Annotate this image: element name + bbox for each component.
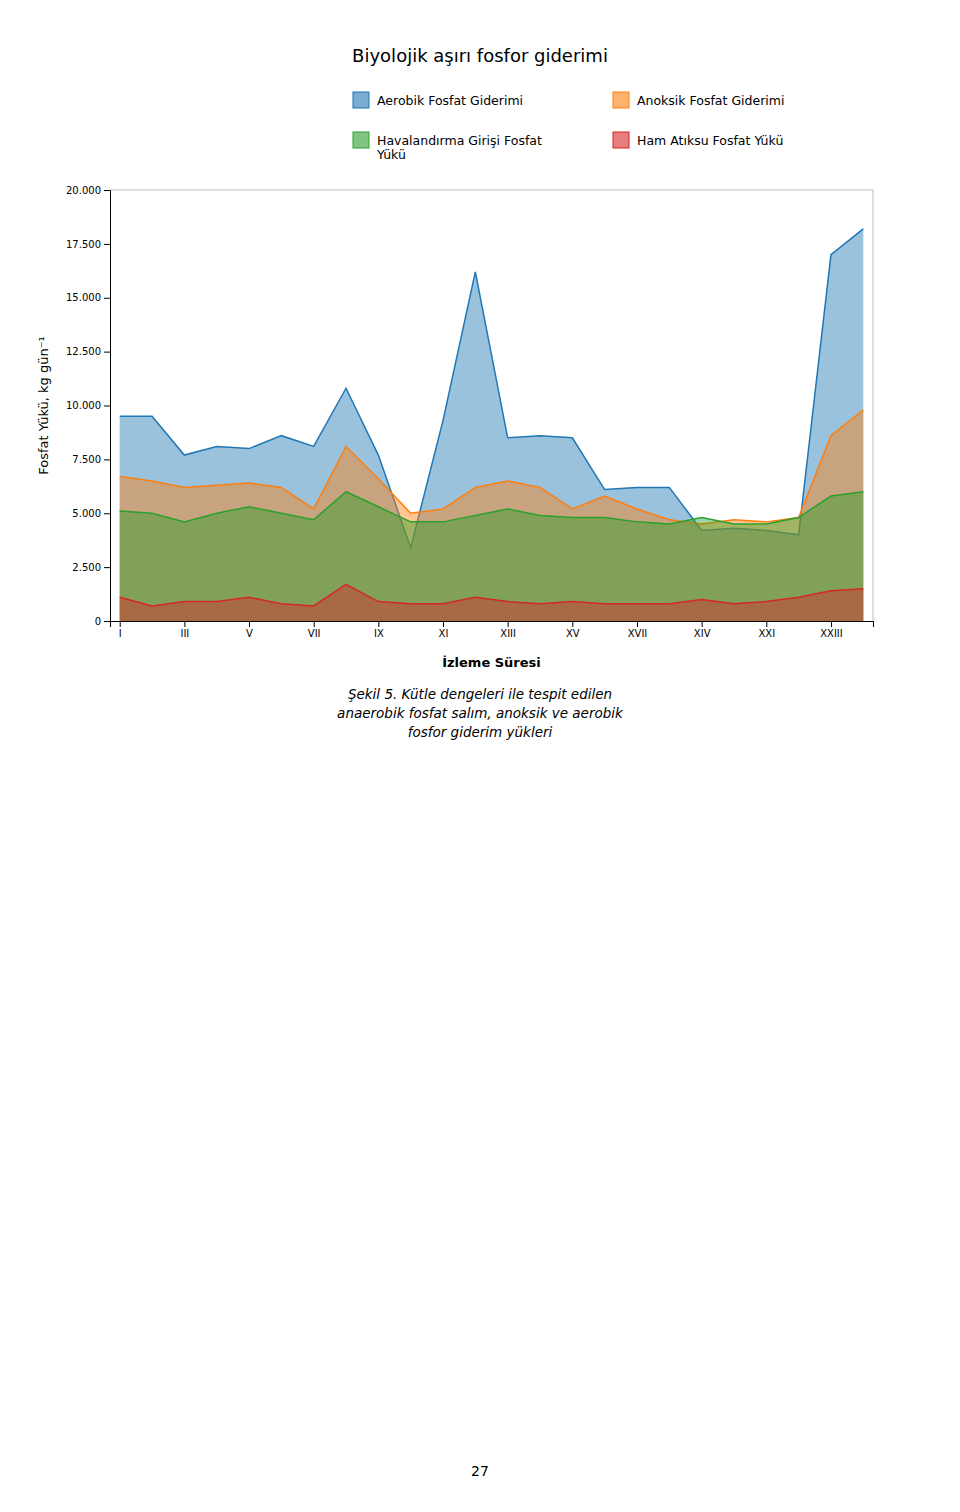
- legend-swatch: [353, 92, 369, 108]
- tick-mark: [104, 567, 110, 568]
- area-line: [120, 584, 864, 606]
- tick: 12.500: [66, 346, 110, 357]
- y-axis-title: Fosfat Yükü, kg gün⁻¹: [36, 336, 51, 475]
- tick-mark: [508, 621, 509, 627]
- tick: 7.500: [72, 454, 110, 465]
- tick: XV: [566, 621, 580, 639]
- tick-label: 17.500: [66, 239, 101, 250]
- tick-mark: [766, 621, 767, 627]
- area: [120, 584, 864, 621]
- tick-mark: [314, 621, 315, 627]
- axis-domain: [111, 622, 874, 628]
- tick-label: 2.500: [72, 562, 101, 573]
- legend-label: Havalandırma Girişi FosfatYükü: [376, 133, 542, 162]
- tick: I: [119, 621, 122, 639]
- tick-label: XVII: [628, 628, 648, 639]
- area-line: [120, 410, 864, 524]
- area: [120, 410, 864, 621]
- axis-domain: [104, 191, 111, 622]
- area-line: [120, 492, 864, 524]
- tick-label: XIV: [694, 628, 711, 639]
- tick-label: 12.500: [66, 346, 101, 357]
- tick: III: [180, 621, 189, 639]
- tick-label: 7.500: [72, 454, 101, 465]
- tick-mark: [120, 621, 121, 627]
- tick-label: I: [119, 628, 122, 639]
- tick-mark: [104, 513, 110, 514]
- tick-mark: [184, 621, 185, 627]
- tick-mark: [831, 621, 832, 627]
- tick-label: III: [180, 628, 189, 639]
- tick-mark: [104, 621, 110, 622]
- legend-label: Ham Atıksu Fosfat Yükü: [637, 133, 783, 148]
- tick: 10.000: [66, 400, 110, 411]
- tick: XIV: [694, 621, 711, 639]
- tick-mark: [443, 621, 444, 627]
- tick: IX: [374, 621, 384, 639]
- page-number: 27: [471, 1463, 489, 1479]
- plot-frame: [873, 190, 874, 621]
- y-axis: 0 2.500 5.000 7.500 10.000 12.500 15.000 17.500…: [66, 185, 111, 627]
- legend-swatch: [353, 132, 369, 148]
- tick: 20.000: [66, 185, 110, 196]
- chart: Biyolojik aşırı fosfor giderimi 0 2.500 5.0…: [0, 0, 960, 1512]
- tick-mark: [249, 621, 250, 627]
- caption: Şekil 5. Kütle dengeleri ile tespit edil…: [348, 686, 612, 702]
- legend-swatch: [613, 132, 629, 148]
- caption: fosfor giderim yükleri: [408, 724, 553, 740]
- legend-item: Ham Atıksu Fosfat Yükü: [613, 132, 783, 148]
- legend-item: Aerobik Fosfat Giderimi: [353, 92, 523, 108]
- tick-mark: [572, 621, 573, 627]
- tick-mark: [378, 621, 379, 627]
- tick-mark: [104, 406, 110, 407]
- legend: Aerobik Fosfat Giderimi Anoksik Fosfat Gi…: [353, 92, 784, 162]
- area: [120, 492, 864, 621]
- caption: anaerobik fosfat salım, anoksik ve aerob…: [337, 705, 624, 721]
- legend-label: Anoksik Fosfat Giderimi: [637, 93, 784, 108]
- tick-label: IX: [374, 628, 384, 639]
- legend-item: Havalandırma Girişi FosfatYükü: [353, 132, 542, 162]
- title: Biyolojik aşırı fosfor giderimi: [352, 45, 608, 66]
- tick-label: XXI: [758, 628, 775, 639]
- tick-label: 5.000: [72, 508, 101, 519]
- tick-mark: [702, 621, 703, 627]
- legend-item: Anoksik Fosfat Giderimi: [613, 92, 784, 108]
- area: [120, 229, 864, 621]
- plot-frame: [110, 190, 873, 191]
- tick: 5.000: [72, 508, 110, 519]
- tick-mark: [104, 244, 110, 245]
- tick-label: 0: [95, 616, 101, 627]
- tick: XI: [439, 621, 449, 639]
- tick: 15.000: [66, 292, 110, 303]
- tick-mark: [104, 459, 110, 460]
- x-axis-title: İzleme Süresi: [442, 655, 541, 670]
- tick-mark: [637, 621, 638, 627]
- tick-mark: [104, 352, 110, 353]
- tick: XXIII: [820, 621, 843, 639]
- tick-mark: [104, 298, 110, 299]
- tick-label: 10.000: [66, 400, 101, 411]
- tick-label: XV: [566, 628, 580, 639]
- tick-label: XIII: [500, 628, 516, 639]
- tick-label: 15.000: [66, 292, 101, 303]
- tick: VII: [308, 621, 321, 639]
- tick: V: [246, 621, 253, 639]
- legend-swatch: [613, 92, 629, 108]
- tick: 0: [95, 616, 110, 627]
- tick: XXI: [758, 621, 775, 639]
- tick: XVII: [628, 621, 648, 639]
- tick-label: VII: [308, 628, 321, 639]
- tick: 2.500: [72, 562, 110, 573]
- legend-label: Aerobik Fosfat Giderimi: [377, 93, 523, 108]
- tick-label: V: [246, 628, 253, 639]
- tick-label: XXIII: [820, 628, 843, 639]
- x-axis: IIIIVVIIIXXIXIIIXVXVIIXIVXXIXXIII: [111, 621, 874, 639]
- tick: XIII: [500, 621, 516, 639]
- tick-label: XI: [439, 628, 449, 639]
- plot-area: [120, 229, 864, 621]
- tick: 17.500: [66, 239, 110, 250]
- tick-mark: [104, 190, 110, 191]
- tick-label: 20.000: [66, 185, 101, 196]
